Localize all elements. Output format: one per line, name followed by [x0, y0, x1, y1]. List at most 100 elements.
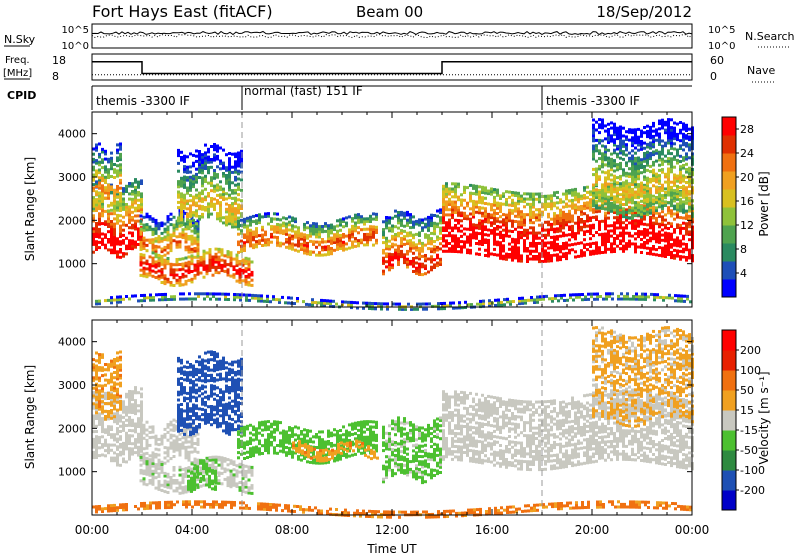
echo-cell: [104, 175, 107, 179]
echo-cell: [574, 211, 577, 215]
echo-cell: [610, 160, 613, 164]
echo-cell: [439, 257, 442, 261]
echo-cell: [385, 216, 388, 219]
echo-cell: [571, 191, 574, 195]
echo-cell: [179, 292, 182, 296]
echo-cell: [339, 234, 342, 237]
echo-cell: [482, 304, 485, 308]
echo-cell: [610, 137, 613, 140]
echo-cell: [104, 383, 107, 387]
echo-cell: [142, 266, 146, 270]
echo-cell: [532, 231, 535, 235]
echo-cell: [238, 262, 242, 266]
echo-cell: [388, 218, 391, 222]
echo-cell: [397, 263, 400, 266]
echo-cell: [360, 228, 363, 232]
echo-cell: [92, 394, 95, 398]
echo-cell: [493, 195, 496, 199]
echo-cell: [154, 229, 158, 233]
echo-cell: [472, 223, 475, 227]
echo-cell: [211, 255, 215, 259]
echo-cell: [502, 218, 505, 222]
echo-cell: [140, 387, 143, 391]
echo-cell: [568, 225, 571, 229]
echo-cell: [365, 301, 368, 305]
echo-cell: [154, 247, 158, 251]
echo-cell: [175, 281, 179, 285]
echo-cell: [204, 164, 207, 168]
echo-cell: [685, 134, 688, 138]
echo-cell: [104, 235, 107, 239]
echo-cell: [536, 300, 539, 304]
echo-cell: [592, 139, 595, 143]
echo-cell: [148, 238, 152, 242]
echo-cell: [607, 133, 610, 137]
echo-cell: [195, 149, 198, 153]
echo-cell: [511, 204, 514, 207]
echo-cell: [95, 393, 98, 397]
echo-cell: [137, 299, 140, 303]
echo-cell: [195, 188, 198, 192]
echo-cell: [478, 224, 481, 228]
echo-cell: [415, 261, 418, 265]
echo-cell: [643, 228, 646, 231]
echo-cell: [216, 186, 219, 190]
echo-cell: [110, 433, 113, 437]
echo-cell: [139, 247, 143, 251]
echo-cell: [439, 229, 442, 233]
echo-cell: [315, 235, 318, 239]
echo-cell: [116, 169, 119, 173]
echo-cell: [122, 254, 125, 258]
echo-cell: [613, 216, 616, 220]
echo-cell: [107, 219, 110, 223]
echo-cell: [487, 233, 490, 237]
echo-cell: [430, 221, 433, 225]
echo-cell: [490, 187, 493, 191]
echo-cell: [216, 144, 219, 148]
echo-cell: [128, 392, 131, 396]
echo-cell: [119, 443, 122, 446]
echo-cell: [216, 149, 219, 153]
echo-cell: [110, 385, 113, 389]
echo-cell: [95, 374, 98, 378]
echo-cell: [442, 213, 445, 217]
echo-cell: [351, 217, 354, 221]
echo-cell: [520, 257, 523, 260]
echo-cell: [610, 196, 613, 200]
echo-cell: [199, 261, 203, 265]
echo-cell: [131, 398, 134, 401]
echo-cell: [679, 199, 682, 202]
echo-cell: [92, 396, 95, 400]
echo-cell: [655, 180, 658, 184]
echo-cell: [169, 249, 173, 253]
echo-cell: [688, 127, 691, 131]
echo-cell: [676, 252, 679, 255]
echo-cell: [484, 215, 487, 218]
echo-cell: [538, 257, 541, 261]
echo-cell: [598, 222, 601, 226]
echo-cell: [190, 280, 194, 284]
echo-cell: [460, 229, 463, 233]
echo-cell: [163, 276, 167, 280]
echo-cell: [442, 203, 445, 206]
echo-cell: [520, 236, 523, 240]
echo-cell: [427, 236, 430, 240]
echo-cell: [544, 197, 547, 201]
echo-cell: [237, 206, 240, 210]
echo-cell: [478, 219, 481, 223]
echo-cell: [445, 221, 448, 225]
echo-cell: [598, 118, 601, 122]
echo-cell: [400, 249, 403, 253]
echo-cell: [613, 221, 616, 225]
echo-cell: [433, 266, 436, 269]
echo-cell: [460, 211, 463, 215]
echo-cell: [350, 306, 353, 310]
echo-cell: [388, 239, 391, 243]
echo-cell: [634, 141, 637, 145]
echo-cell: [649, 157, 652, 161]
echo-cell: [667, 185, 670, 189]
echo-cell: [593, 297, 596, 301]
echo-cell: [169, 262, 173, 266]
echo-cell: [409, 215, 412, 219]
echo-cell: [658, 189, 661, 193]
